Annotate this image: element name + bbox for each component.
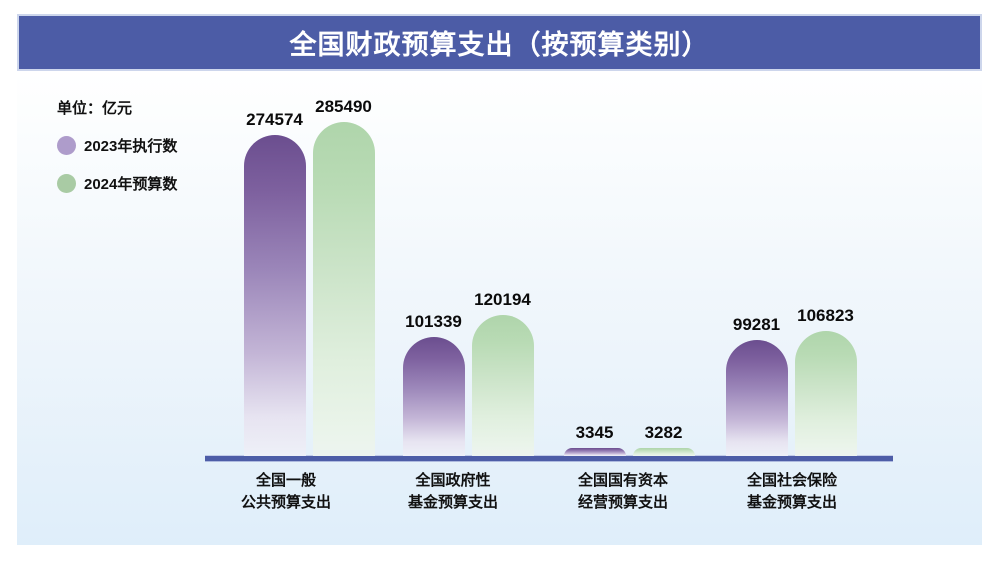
bar-2023 — [725, 340, 788, 456]
bar-2023 — [402, 337, 465, 456]
unit-label: 单位：亿元 — [57, 100, 133, 117]
legend-label-2024: 2024年预算数 — [84, 176, 178, 193]
bar-value-label: 3282 — [644, 423, 683, 442]
bar-2023 — [243, 135, 306, 456]
x-axis-line — [205, 456, 893, 461]
bar-value-label: 106823 — [797, 306, 854, 325]
bar-2024 — [794, 331, 857, 456]
legend-item-2024: 2024年预算数 — [57, 173, 177, 194]
bar-value-label: 99281 — [732, 315, 781, 334]
page-title: 全国财政预算支出（按预算类别） — [289, 30, 710, 60]
legend-label-2023: 2023年执行数 — [84, 138, 178, 155]
category-label: 全国社会保险 基金预算支出 — [746, 472, 837, 511]
bar-value-label: 101339 — [405, 312, 462, 331]
legend: 单位：亿元 2023年执行数 2024年预算数 — [57, 97, 177, 211]
legend-dot-2023 — [57, 136, 76, 155]
bar-value-label: 3345 — [575, 423, 614, 442]
bar-value-label: 120194 — [474, 290, 531, 309]
category-label: 全国国有资本 经营预算支出 — [577, 472, 668, 511]
bar-2023 — [563, 448, 626, 456]
legend-item-2023: 2023年执行数 — [57, 135, 177, 156]
category-label: 全国政府性 基金预算支出 — [407, 472, 498, 511]
bar-chart: 274574 285490 全国一般 公共预算支出 101339 120194 全国政府性… — [17, 71, 982, 545]
bar-2024 — [632, 448, 695, 456]
category-label: 全国一般 公共预算支出 — [240, 472, 331, 511]
bar-value-label: 274574 — [246, 110, 303, 129]
legend-dot-2024 — [57, 174, 76, 193]
chart-canvas: 单位：亿元 2023年执行数 2024年预算数 274574 285490 全国一般… — [17, 71, 982, 545]
bar-2024 — [312, 122, 375, 456]
bar-2024 — [471, 315, 534, 456]
bar-value-label: 285490 — [315, 97, 372, 116]
title-bar: 全国财政预算支出（按预算类别） — [17, 14, 982, 71]
